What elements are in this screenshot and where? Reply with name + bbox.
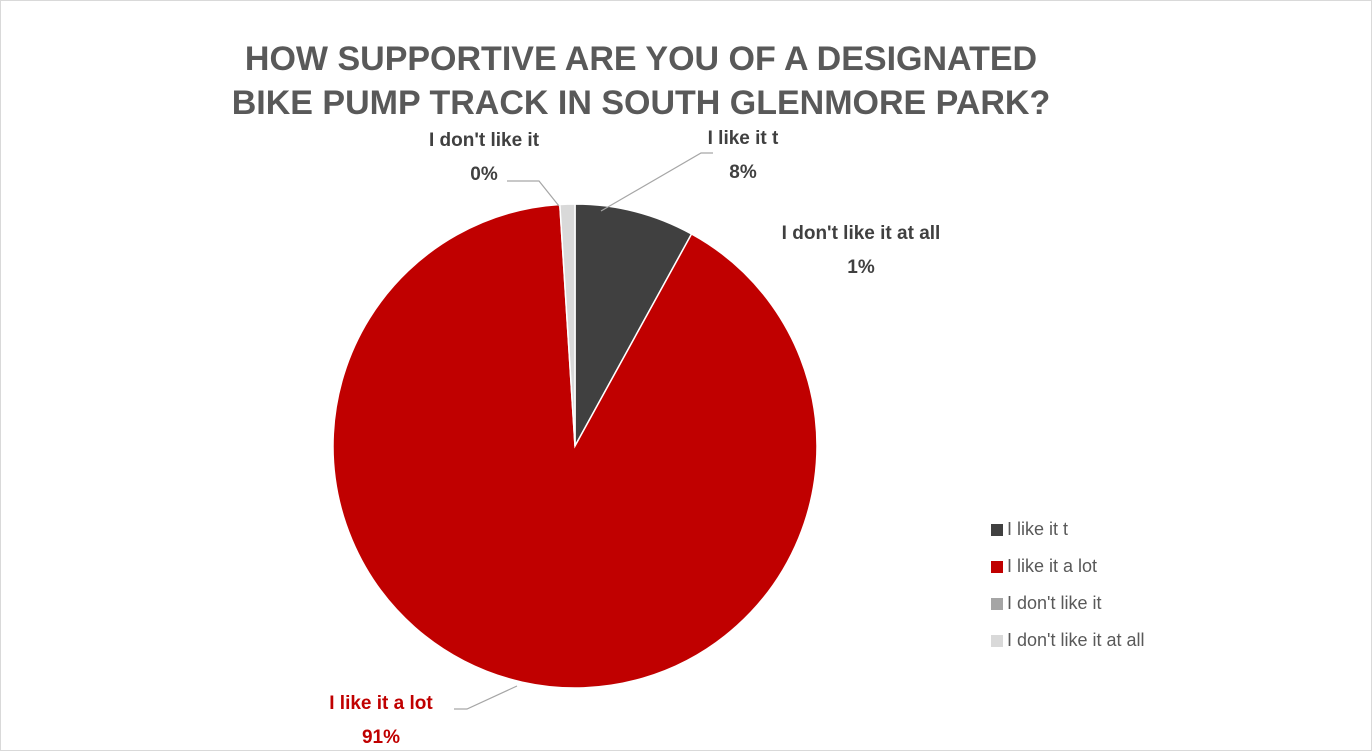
- pie-slice: [332, 203, 818, 689]
- data-label-name: I don't like it at all: [782, 223, 941, 244]
- legend-label: I like it t: [1007, 519, 1069, 539]
- data-label-value: 8%: [729, 162, 757, 183]
- data-label-value: 0%: [470, 164, 498, 185]
- legend-swatch: [991, 560, 1003, 573]
- pie-slice: [559, 203, 576, 447]
- legend-item: I like it a lot: [991, 548, 1145, 585]
- leader-line: [600, 152, 713, 212]
- chart-title: HOW SUPPORTIVE ARE YOU OF A DESIGNATED B…: [231, 40, 1051, 122]
- legend-swatch: [991, 523, 1003, 536]
- data-label-value: 91%: [362, 727, 400, 748]
- data-label-name: I like it t: [708, 128, 779, 149]
- data-label-name: I like it a lot: [329, 693, 433, 714]
- leader-line: [507, 180, 560, 207]
- legend-swatch: [991, 634, 1003, 647]
- data-label-name: I don't like it: [429, 130, 540, 151]
- leader-line: [454, 685, 518, 710]
- legend-item: I like it t: [991, 511, 1145, 548]
- legend-item: I don't like it at all: [991, 622, 1145, 659]
- legend-label: I don't like it at all: [1007, 630, 1145, 650]
- legend-swatch: [991, 597, 1003, 610]
- chart-legend: I like it t I like it a lot I don't like i…: [991, 511, 1145, 659]
- data-label-value: 1%: [847, 257, 875, 278]
- legend-label: I like it a lot: [1007, 556, 1098, 576]
- pie-slice: [574, 203, 693, 447]
- legend-label: I don't like it: [1007, 593, 1102, 613]
- legend-item: I don't like it: [991, 585, 1145, 622]
